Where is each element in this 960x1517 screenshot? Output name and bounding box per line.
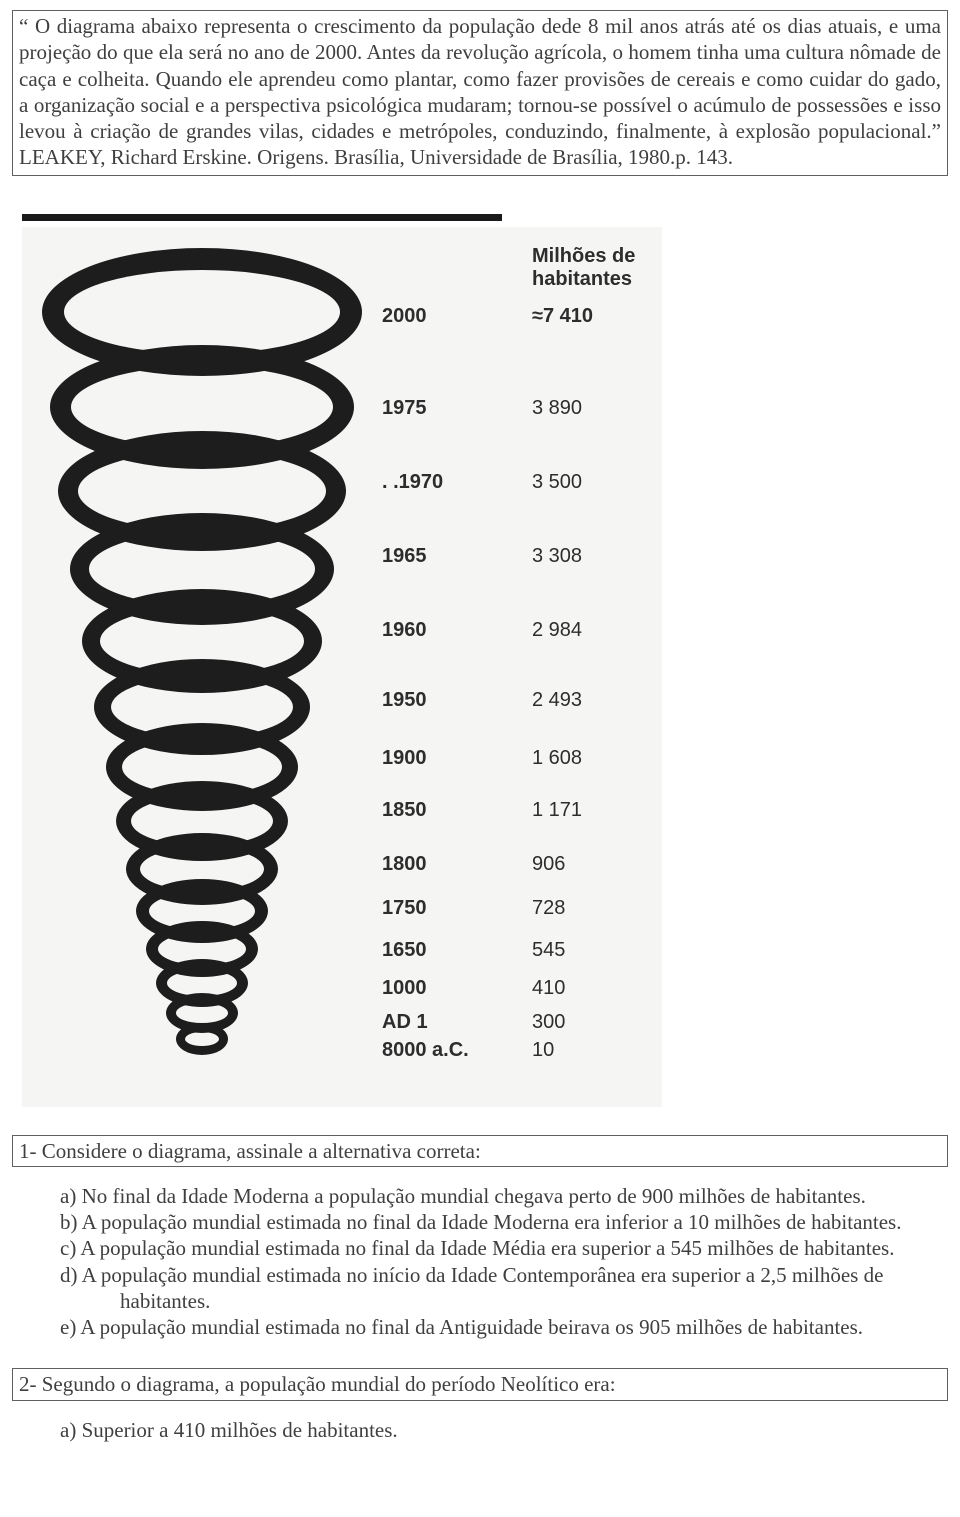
diagram-header: Milhões dehabitantes: [532, 245, 635, 291]
diagram-row: . .1970 3 500: [372, 471, 652, 497]
diagram-value: 410: [532, 977, 642, 1000]
q1-option-e: e) A população mundial estimada no final…: [60, 1314, 942, 1340]
diagram-value: 10: [532, 1039, 642, 1062]
diagram-value: ≈7 410: [532, 305, 642, 328]
diagram-value: 906: [532, 853, 642, 876]
diagram-row: 1000 410: [372, 977, 652, 1003]
diagram-year: 1950: [382, 689, 482, 712]
question-2-options: a) Superior a 410 milhões de habitantes.: [12, 1401, 948, 1443]
q1-option-d-cont: habitantes.: [60, 1288, 942, 1314]
q1-option-a: a) No final da Idade Moderna a população…: [60, 1183, 942, 1209]
diagram-year: . .1970: [382, 471, 482, 494]
diagram-year: 2000: [382, 305, 482, 328]
population-diagram: Milhões dehabitantes 2000 ≈7 410 1975 3 890…: [22, 227, 662, 1107]
diagram-value: 2 493: [532, 689, 642, 712]
diagram-year: 1900: [382, 747, 482, 770]
diagram-row: 1650 545: [372, 939, 652, 965]
quote-text: “ O diagrama abaixo representa o crescim…: [19, 14, 941, 169]
diagram-year: 1965: [382, 545, 482, 568]
diagram-value: 728: [532, 897, 642, 920]
diagram-row: 1900 1 608: [372, 747, 652, 773]
diagram-year: 8000 a.C.: [382, 1039, 482, 1062]
diagram-year: 1975: [382, 397, 482, 420]
question-2-box: 2- Segundo o diagrama, a população mundi…: [12, 1368, 948, 1400]
diagram-row: 1950 2 493: [372, 689, 652, 715]
ring: [176, 1023, 228, 1055]
diagram-row: 1960 2 984: [372, 619, 652, 645]
diagram-year: 1800: [382, 853, 482, 876]
diagram-value: 1 608: [532, 747, 642, 770]
quote-box: “ O diagrama abaixo representa o crescim…: [12, 10, 948, 176]
diagram-row: AD 1 300: [372, 1011, 652, 1037]
diagram-row: 1850 1 171: [372, 799, 652, 825]
diagram-row: 8000 a.C. 10: [372, 1039, 652, 1065]
diagram-row: 1975 3 890: [372, 397, 652, 423]
diagram-year: 1650: [382, 939, 482, 962]
q1-option-c: c) A população mundial estimada no final…: [60, 1235, 942, 1261]
diagram-value: 3 500: [532, 471, 642, 494]
question-1-box: 1- Considere o diagrama, assinale a alte…: [12, 1135, 948, 1167]
diagram-year: 1750: [382, 897, 482, 920]
diagram-value: 3 890: [532, 397, 642, 420]
diagram-year: 1960: [382, 619, 482, 642]
diagram-value: 300: [532, 1011, 642, 1034]
divider-rule: [22, 214, 502, 221]
diagram-row: 1965 3 308: [372, 545, 652, 571]
q2-option-a: a) Superior a 410 milhões de habitantes.: [60, 1417, 942, 1443]
diagram-row: 1800 906: [372, 853, 652, 879]
question-1-prompt: 1- Considere o diagrama, assinale a alte…: [19, 1139, 481, 1163]
diagram-row: 1750 728: [372, 897, 652, 923]
diagram-labels: Milhões dehabitantes 2000 ≈7 410 1975 3 890…: [372, 227, 652, 1107]
question-1-options: a) No final da Idade Moderna a população…: [12, 1167, 948, 1341]
diagram-year: 1850: [382, 799, 482, 822]
rings-layer: [22, 227, 382, 1107]
diagram-year: 1000: [382, 977, 482, 1000]
page: “ O diagrama abaixo representa o crescim…: [0, 0, 960, 1463]
q1-option-d: d) A população mundial estimada no iníci…: [60, 1262, 942, 1288]
diagram-value: 1 171: [532, 799, 642, 822]
diagram-value: 3 308: [532, 545, 642, 568]
diagram-value: 545: [532, 939, 642, 962]
question-2-prompt: 2- Segundo o diagrama, a população mundi…: [19, 1372, 616, 1396]
diagram-year: AD 1: [382, 1011, 482, 1034]
q1-option-b: b) A população mundial estimada no final…: [60, 1209, 942, 1235]
diagram-value: 2 984: [532, 619, 642, 642]
diagram-row: 2000 ≈7 410: [372, 305, 652, 331]
